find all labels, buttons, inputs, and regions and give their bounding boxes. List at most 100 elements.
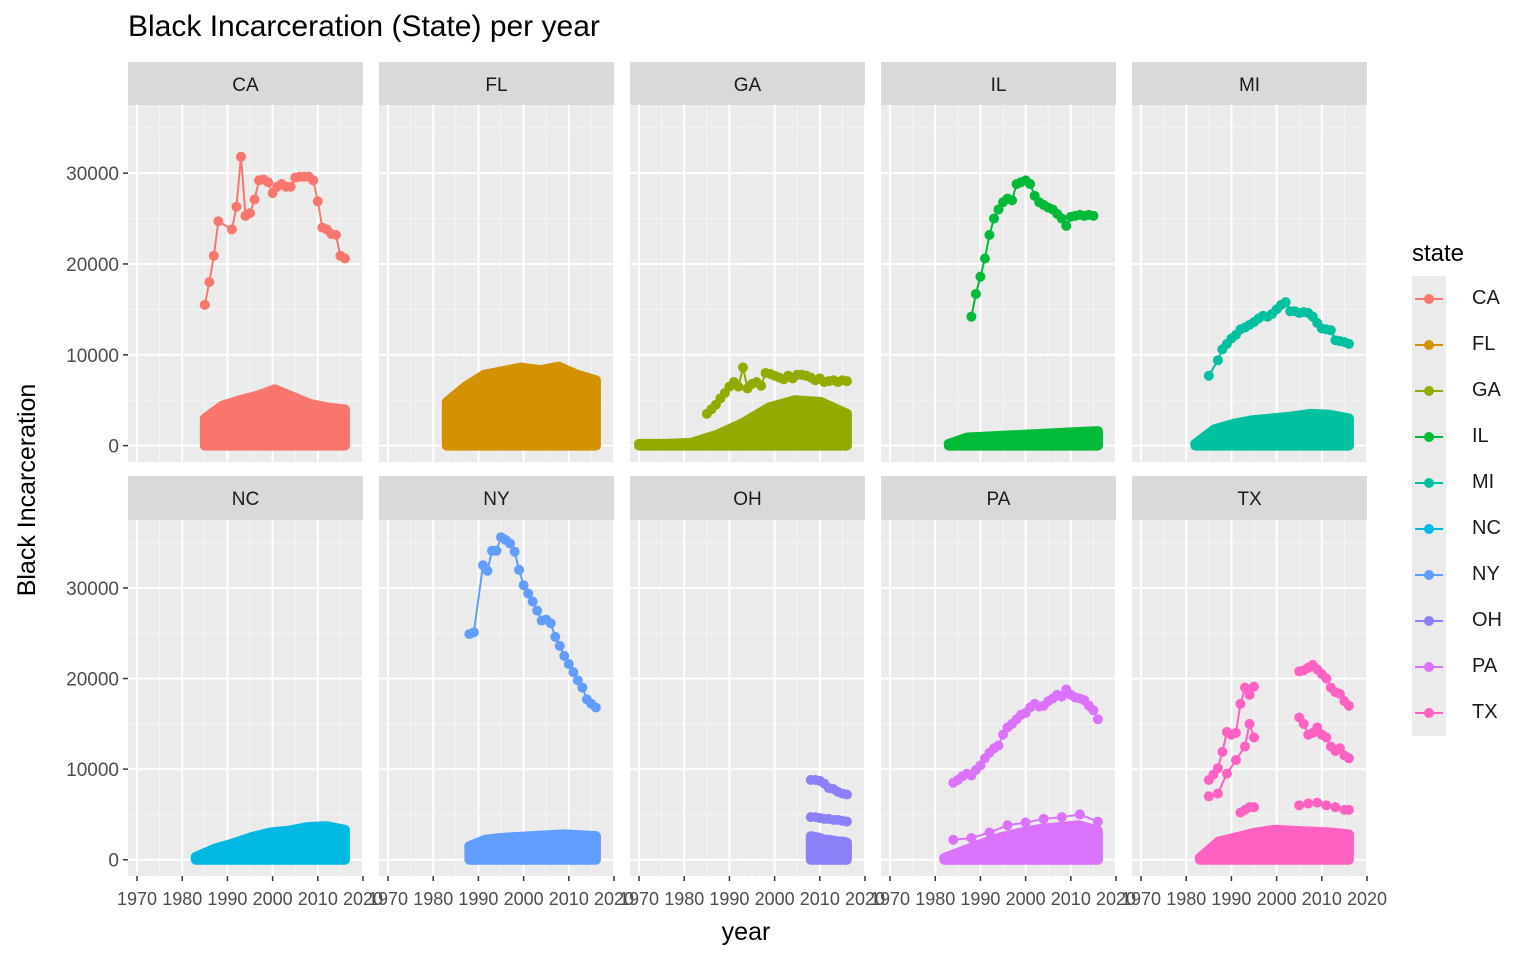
facet-panel-tx: TX 1970 1980 1990 2000 2010 2020 — [1121, 476, 1387, 909]
x-tick-label: 2020 — [845, 889, 885, 909]
x-tick-label: 1990 — [207, 889, 247, 909]
data-point — [1217, 746, 1228, 757]
facet-strip-label: FL — [485, 75, 507, 96]
data-point — [226, 224, 237, 235]
legend-label: TX — [1472, 701, 1498, 723]
x-tick-label: 1990 — [1211, 889, 1251, 909]
data-point — [204, 277, 215, 288]
data-point — [245, 208, 256, 219]
data-point — [841, 789, 852, 800]
data-point — [1020, 817, 1031, 828]
data-point — [308, 175, 319, 186]
data-point — [199, 299, 210, 310]
legend-item-il: IL — [1412, 414, 1489, 460]
y-tick-label: 0 — [108, 851, 119, 872]
faceted-chart: CA 0 10000 20000 30000 FL GA IL MI NC 0 10000 20000 3… — [13, 62, 1387, 946]
data-point — [1088, 705, 1099, 716]
data-point — [1312, 797, 1323, 808]
data-point — [491, 545, 502, 556]
data-point — [993, 204, 1004, 215]
facet-panel-fl: FL — [379, 62, 615, 462]
legend-key — [1412, 644, 1446, 690]
data-point — [1056, 812, 1067, 823]
data-point — [1325, 325, 1336, 336]
legend-dot — [1424, 524, 1434, 534]
legend-dot — [1424, 616, 1434, 626]
data-point — [1312, 722, 1323, 733]
data-point — [1239, 741, 1250, 752]
data-point — [1088, 210, 1099, 221]
legend-key — [1412, 506, 1446, 552]
data-point — [733, 381, 744, 392]
legend-key — [1412, 460, 1446, 506]
legend-key — [1412, 552, 1446, 598]
data-point — [984, 229, 995, 240]
x-tick-label: 1970 — [619, 889, 659, 909]
x-tick-label: 2010 — [800, 889, 840, 909]
facet-strip — [379, 476, 614, 520]
data-point — [1221, 768, 1232, 779]
legend-key — [1412, 598, 1446, 644]
x-tick-label: 1970 — [368, 889, 408, 909]
facet-strip — [1132, 476, 1367, 520]
data-point — [993, 740, 1004, 751]
facet-panel-ca: CA 0 10000 20000 30000 — [66, 62, 364, 462]
data-point — [998, 729, 1009, 740]
x-tick-label: 2000 — [504, 889, 544, 909]
data-point — [231, 201, 242, 212]
x-tick-label: 2020 — [1096, 889, 1136, 909]
data-point — [509, 546, 520, 557]
data-point — [1321, 673, 1332, 684]
data-point — [1212, 788, 1223, 799]
legend-key — [1412, 690, 1446, 736]
data-point — [1298, 718, 1309, 729]
legend-item-ny: NY — [1412, 552, 1500, 598]
facet-panel-pa: PA 1970 1980 1990 2000 2010 2020 — [870, 476, 1136, 909]
facet-strip-label: OH — [733, 489, 762, 510]
data-point — [1249, 802, 1260, 813]
data-band-oh — [805, 831, 852, 865]
data-band-tx — [1194, 824, 1354, 865]
data-point — [1212, 763, 1223, 774]
x-tick-label: 1970 — [1121, 889, 1161, 909]
legend-label: IL — [1472, 425, 1489, 447]
facet-panel-oh: OH 1970 1980 1990 2000 2010 2020 — [619, 476, 885, 909]
y-tick-label: 20000 — [66, 255, 119, 276]
facet-strip — [881, 62, 1116, 105]
legend-label: PA — [1472, 655, 1498, 677]
data-band-fl — [441, 361, 601, 451]
data-point — [737, 362, 748, 373]
y-tick-label: 30000 — [66, 579, 119, 600]
data-point — [518, 580, 529, 591]
data-point — [572, 675, 583, 686]
data-point — [339, 253, 350, 264]
legend-dot — [1424, 478, 1434, 488]
legend-key — [1412, 322, 1446, 368]
facet-strip-label: MI — [1239, 75, 1260, 96]
data-point — [1230, 755, 1241, 766]
facet-strip — [881, 476, 1116, 520]
y-axis-title: Black Incarceration — [13, 384, 41, 597]
data-point — [590, 702, 601, 713]
data-point — [1249, 732, 1260, 743]
x-tick-label: 2020 — [343, 889, 383, 909]
data-point — [1061, 220, 1072, 231]
facet-strip — [128, 62, 363, 105]
facet-strip-label: GA — [734, 75, 762, 96]
legend-item-ga: GA — [1412, 368, 1501, 414]
data-point — [514, 564, 525, 575]
data-point — [1343, 700, 1354, 711]
x-tick-label: 2010 — [298, 889, 338, 909]
legend-label: OH — [1472, 609, 1502, 631]
x-tick-label: 1990 — [709, 889, 749, 909]
data-point — [1280, 297, 1291, 308]
x-tick-label: 1970 — [117, 889, 157, 909]
legend-key — [1412, 276, 1446, 322]
data-point — [1334, 743, 1345, 754]
facet-panel-ny: NY 1970 1980 1990 2000 2010 2020 — [368, 476, 634, 909]
data-point — [559, 650, 570, 661]
data-point — [482, 565, 493, 576]
x-tick-label: 2020 — [1347, 889, 1387, 909]
legend-key — [1412, 414, 1446, 460]
x-tick-label: 1990 — [458, 889, 498, 909]
